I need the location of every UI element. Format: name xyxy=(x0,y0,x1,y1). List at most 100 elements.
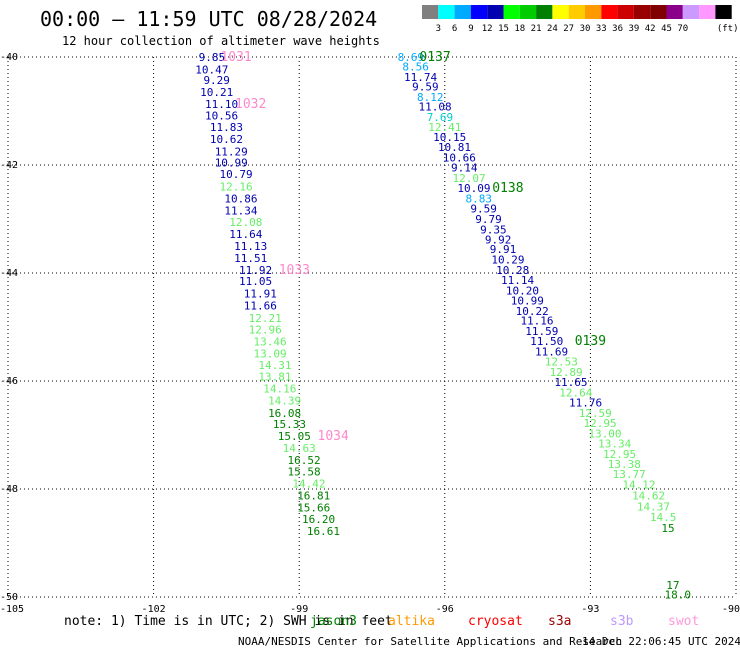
wave-height-value: 10.99 xyxy=(215,156,248,169)
wave-height-value: 11.08 xyxy=(419,101,452,114)
wave-height-value: 14.5 xyxy=(650,511,677,524)
legend-label: 27 xyxy=(563,24,574,34)
legend-label: 45 xyxy=(661,24,672,34)
wave-height-value: 9.79 xyxy=(475,213,502,226)
wave-height-value: 14.62 xyxy=(632,489,665,502)
legend-swatch xyxy=(519,5,537,19)
wave-height-value: 15.66 xyxy=(297,501,330,514)
pass-labels: 1031 1032 1033 1034 0137 0138 0139 xyxy=(220,50,606,444)
wave-height-value: 12.41 xyxy=(428,121,461,134)
wave-height-value: 10.20 xyxy=(506,284,539,297)
wave-height-value: 11.34 xyxy=(224,204,257,217)
wave-height-value: 8.56 xyxy=(402,61,429,74)
pass-label: 1034 xyxy=(318,429,349,444)
satellite-swot: swot xyxy=(668,614,699,629)
legend-swatch xyxy=(585,5,602,19)
wave-height-value: 16.20 xyxy=(302,513,335,526)
legend-swatch xyxy=(617,5,634,19)
wave-height-value: 9.85 xyxy=(199,51,226,64)
wave-height-points: 9.8510.479.2910.2111.1010.5611.8310.6211… xyxy=(195,51,691,601)
wave-height-value: 13.38 xyxy=(608,458,641,471)
legend-swatch xyxy=(666,5,683,19)
wave-height-value: 11.59 xyxy=(525,325,558,338)
wave-height-value: 8.83 xyxy=(466,192,493,205)
pass-label: 1033 xyxy=(279,263,310,278)
wave-height-value: 13.09 xyxy=(254,347,287,360)
y-tick-label: -50 xyxy=(0,592,18,603)
wave-height-value: 13.46 xyxy=(254,336,287,349)
legend-label: 42 xyxy=(645,24,656,34)
legend-label: 6 xyxy=(452,24,457,34)
legend-swatch xyxy=(552,5,569,19)
legend-swatch xyxy=(715,5,732,19)
wave-height-value: 8.12 xyxy=(417,91,444,104)
pass-label: 1032 xyxy=(235,97,266,112)
wave-height-value: 11.14 xyxy=(501,274,534,287)
wave-height-value: 14.37 xyxy=(637,500,670,513)
wave-height-value: 11.05 xyxy=(239,275,272,288)
wave-height-value: 10.56 xyxy=(205,109,238,122)
legend-label: 3 xyxy=(436,24,441,34)
y-tick-label: -40 xyxy=(0,52,18,63)
wave-height-value: 14.63 xyxy=(283,442,316,455)
wave-height-value: 16.08 xyxy=(268,407,301,420)
wave-height-value: 12.16 xyxy=(220,181,253,194)
legend-swatch xyxy=(422,5,439,19)
legend-swatch xyxy=(503,5,520,19)
wave-height-value: 10.79 xyxy=(220,168,253,181)
x-tick-label: -90 xyxy=(722,604,740,615)
wave-height-value: 11.65 xyxy=(554,376,587,389)
legend-swatch xyxy=(633,5,651,19)
y-tick-label: -46 xyxy=(0,376,18,387)
wave-height-value: 10.47 xyxy=(195,63,228,76)
legend-label: 33 xyxy=(596,24,607,34)
x-tick-label: -105 xyxy=(0,604,24,615)
wave-height-value: 14.12 xyxy=(622,479,655,492)
wave-height-value: 11.50 xyxy=(530,335,563,348)
wave-height-value: 14.42 xyxy=(292,478,325,491)
wave-height-value: 10.28 xyxy=(496,264,529,277)
wave-height-value: 11.69 xyxy=(535,345,568,358)
chart-subtitle: 12 hour collection of altimeter wave hei… xyxy=(62,34,380,48)
y-tick-label: -42 xyxy=(0,160,18,171)
wave-height-value: 13.77 xyxy=(613,468,646,481)
wave-height-value: 12.08 xyxy=(229,216,262,229)
wave-height-value: 12.07 xyxy=(453,172,486,185)
legend-label: 36 xyxy=(612,24,623,34)
wave-height-value: 10.66 xyxy=(443,151,476,164)
legend-label: 24 xyxy=(547,24,558,34)
legend-label: 15 xyxy=(498,24,509,34)
wave-height-value: 14.31 xyxy=(258,359,291,372)
wave-height-value: 9.29 xyxy=(203,74,230,87)
legend-swatch xyxy=(682,5,700,19)
x-tick-label: -93 xyxy=(581,604,599,615)
legend-label: 70 xyxy=(677,24,688,34)
wave-height-value: 16.81 xyxy=(297,489,330,502)
legend-swatch xyxy=(568,5,585,19)
wave-height-value: 15.58 xyxy=(287,466,320,479)
wave-height-value: 10.86 xyxy=(224,192,257,205)
wave-height-value: 10.81 xyxy=(438,141,471,154)
wave-height-value: 9.59 xyxy=(412,81,439,94)
wave-height-value: 13.81 xyxy=(258,371,291,384)
wave-height-value: 11.10 xyxy=(205,98,238,111)
legend-label: 18 xyxy=(514,24,525,34)
legend-swatch xyxy=(470,5,488,19)
wave-height-value: 15.05 xyxy=(278,430,311,443)
map-grid xyxy=(7,56,737,598)
legend-swatch xyxy=(536,5,553,19)
wave-height-value: 11.64 xyxy=(229,228,262,241)
legend-swatch xyxy=(454,5,471,19)
wave-height-value: 11.51 xyxy=(234,252,267,265)
satellite-cryosat: cryosat xyxy=(468,614,523,629)
wave-height-value: 12.95 xyxy=(603,448,636,461)
wave-height-value: 12.96 xyxy=(249,324,282,337)
legend-swatch xyxy=(699,5,716,19)
footer-org: NOAA/NESDIS Center for Satellite Applica… xyxy=(238,635,622,648)
satellite-s3b: s3b xyxy=(610,614,634,629)
pass-label: 0138 xyxy=(492,181,523,196)
x-tick-label: -102 xyxy=(142,604,166,615)
note-text: note: 1) Time is in UTC; 2) SWH is in fe… xyxy=(64,614,393,629)
wave-height-value: 9.35 xyxy=(480,223,507,236)
wave-height-value: 16.61 xyxy=(307,525,340,538)
